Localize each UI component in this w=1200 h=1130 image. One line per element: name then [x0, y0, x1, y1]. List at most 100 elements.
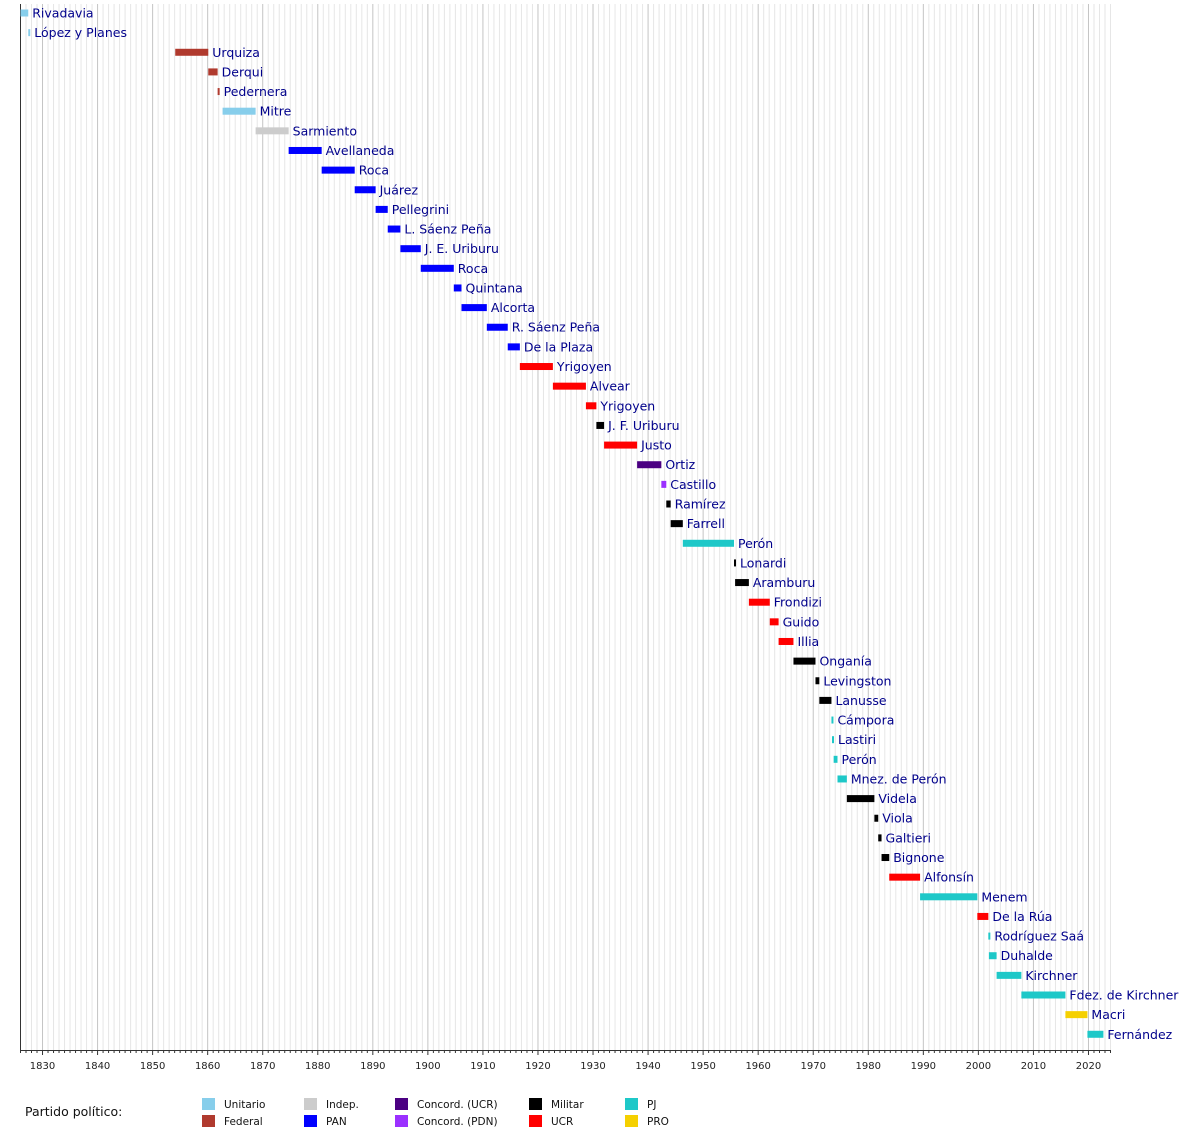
bar-label: Ortiz — [665, 457, 695, 472]
bar-pj — [833, 755, 838, 763]
bar-pan — [420, 264, 454, 272]
bar-label: Fernández — [1107, 1027, 1172, 1042]
bar-label: Levingston — [823, 673, 891, 688]
bar-label: López y Planes — [34, 25, 127, 40]
legend-label: Concord. (UCR) — [417, 1099, 498, 1111]
bar-pro — [1065, 1011, 1088, 1019]
x-tick-label: 1930 — [580, 1061, 605, 1072]
legend-swatch — [529, 1098, 542, 1110]
bar-label: R. Sáenz Peña — [512, 320, 600, 335]
x-tick-label: 2000 — [966, 1061, 991, 1072]
bar-pan — [375, 205, 388, 213]
bar-pj — [682, 539, 735, 547]
bar-label: Juárez — [379, 182, 419, 197]
legend-swatch — [202, 1098, 215, 1110]
bar-label: Perón — [738, 536, 773, 551]
x-tick-label: 2020 — [1076, 1061, 1101, 1072]
bar-label: Rodríguez Saá — [994, 929, 1084, 944]
bar-pan — [400, 245, 421, 253]
bar-label: Roca — [458, 261, 488, 276]
legend-label: Unitario — [224, 1099, 265, 1111]
x-tick-label: 1970 — [801, 1061, 826, 1072]
bar-ucr — [778, 637, 794, 645]
bar-label: Urquiza — [212, 45, 260, 60]
bar-label: Roca — [359, 163, 389, 178]
bar-pj — [1021, 991, 1066, 999]
bar-label: Alfonsín — [924, 870, 974, 885]
bar-pan — [321, 166, 355, 174]
x-tick-label: 1860 — [195, 1061, 220, 1072]
bar-label: Mitre — [260, 104, 292, 119]
bar-federal — [217, 88, 220, 96]
bar-militar — [735, 579, 749, 587]
bar-label: Pellegrini — [392, 202, 449, 217]
legend-label: Concord. (PDN) — [417, 1116, 498, 1128]
bar-label: Frondizi — [774, 595, 822, 610]
bar-indep — [255, 127, 289, 135]
bar-label: Alvear — [590, 379, 631, 394]
bar-militar — [596, 421, 605, 429]
bar-federal — [175, 48, 209, 56]
bar-ucr — [585, 402, 597, 410]
legend-swatch — [529, 1115, 542, 1127]
x-tick-label: 1830 — [30, 1061, 55, 1072]
bar-unitario — [222, 107, 256, 115]
bar-label: Bignone — [893, 850, 944, 865]
legend-swatch — [304, 1098, 317, 1110]
bar-label: Yrigoyen — [556, 359, 612, 374]
bar-ucr — [552, 382, 586, 390]
bar-pj — [1087, 1030, 1104, 1038]
bar-pan — [288, 146, 322, 154]
bar-federal — [208, 68, 218, 76]
bars-layer — [20, 9, 1104, 1038]
legend: Partido político: Unitario Federal Indep. P… — [25, 1098, 669, 1128]
x-tick-label: 1850 — [140, 1061, 165, 1072]
bar-label: J. F. Uriburu — [607, 418, 679, 433]
bar-pj — [837, 775, 847, 783]
bar-label: Galtieri — [886, 830, 932, 845]
bar-ucr — [977, 912, 989, 920]
legend-swatch — [625, 1098, 638, 1110]
bar-pan — [387, 225, 401, 233]
bar-label: Lastiri — [838, 732, 876, 747]
bar-concordpdn — [661, 480, 667, 488]
legend-title: Partido político: — [25, 1104, 122, 1119]
bar-label: Rivadavia — [32, 6, 93, 21]
bar-label: Derqui — [222, 64, 264, 79]
bar-label: Onganía — [819, 654, 871, 669]
bar-militar — [815, 677, 820, 685]
bar-militar — [666, 500, 671, 508]
bar-label: Viola — [882, 811, 913, 826]
bar-pj — [920, 893, 978, 901]
legend-swatch — [395, 1098, 408, 1110]
bar-label: Lanusse — [835, 693, 886, 708]
x-tick-label: 1990 — [911, 1061, 936, 1072]
legend-label: PRO — [647, 1116, 669, 1128]
bar-pj — [996, 971, 1022, 979]
x-tick-label: 1940 — [635, 1061, 660, 1072]
bar-militar — [793, 657, 816, 665]
bar-militar — [670, 520, 683, 528]
legend-swatch — [395, 1115, 408, 1127]
bar-label: Kirchner — [1025, 968, 1078, 983]
bar-label: Alcorta — [491, 300, 535, 315]
x-tick-label: 1980 — [856, 1061, 881, 1072]
bar-label: Lonardi — [740, 555, 786, 570]
bar-pan — [486, 323, 508, 331]
bar-label: Ramírez — [675, 497, 726, 512]
bar-label: Sarmiento — [293, 123, 357, 138]
bar-ucr — [604, 441, 638, 449]
bar-label: Aramburu — [753, 575, 815, 590]
bar-label: Quintana — [466, 280, 523, 295]
bar-ucr — [519, 363, 553, 371]
bar-label: Perón — [842, 752, 877, 767]
x-tick-label: 1920 — [525, 1061, 550, 1072]
legend-label: PJ — [647, 1099, 656, 1111]
bar-label: Illia — [797, 634, 819, 649]
bar-pan — [453, 284, 462, 292]
legend-label: Militar — [551, 1099, 584, 1111]
bar-pan — [354, 186, 376, 194]
bar-unitario — [20, 9, 29, 17]
bar-militar — [846, 795, 875, 803]
grid-layer — [20, 4, 1111, 1050]
